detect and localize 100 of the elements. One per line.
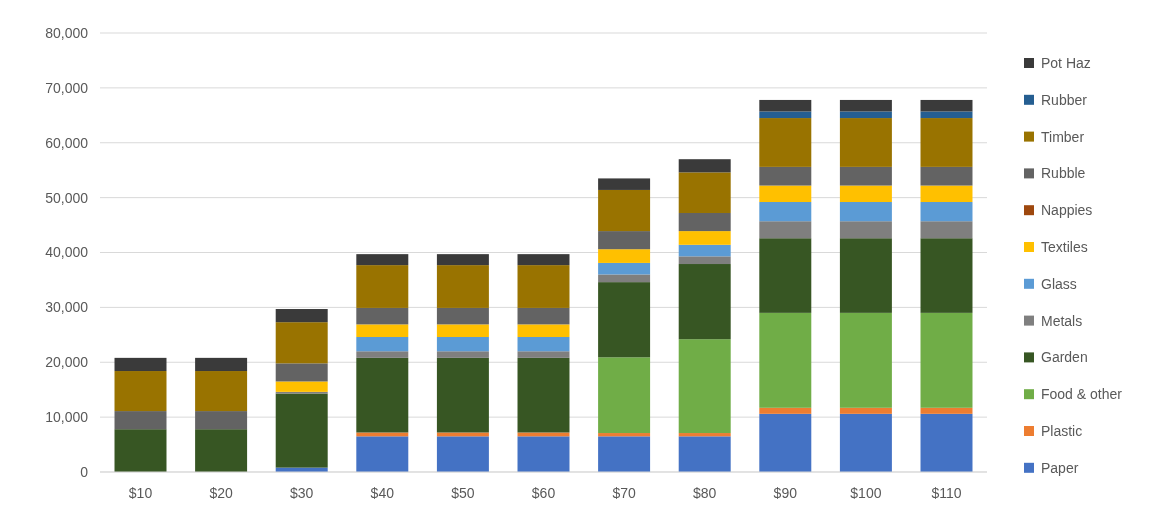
legend-label: Glass [1041, 275, 1077, 292]
y-tick-label: 70,000 [45, 79, 89, 96]
bar [114, 411, 167, 430]
bar [759, 238, 812, 313]
x-tick-label: $70 [612, 485, 636, 501]
bar [598, 189, 651, 232]
bar [356, 337, 409, 352]
bar [517, 265, 570, 308]
bar [517, 254, 570, 266]
bar [598, 282, 651, 358]
bar [920, 312, 973, 408]
bar [275, 309, 328, 323]
y-tick-label: 10,000 [45, 409, 89, 426]
bar [275, 393, 328, 468]
bar [114, 357, 167, 372]
legend-label: Rubber [1041, 91, 1088, 108]
x-tick-label: $60 [531, 485, 556, 501]
bar [839, 407, 892, 414]
bar [517, 432, 570, 437]
bar [195, 357, 248, 372]
bar [195, 429, 248, 472]
bar [759, 202, 812, 222]
bar [920, 202, 973, 222]
bar [920, 166, 973, 186]
bar [920, 99, 973, 112]
bar [759, 221, 812, 239]
legend-label: Timber [1041, 128, 1085, 145]
bar [839, 413, 892, 472]
x-tick-label: $30 [290, 485, 314, 501]
bar [114, 429, 167, 472]
legend-label: Garden [1041, 349, 1088, 366]
bar [598, 262, 651, 275]
bar [839, 238, 892, 313]
legend-label: Rubble [1041, 165, 1086, 182]
bar [759, 312, 812, 408]
bar [517, 436, 570, 472]
x-tick-label: $40 [370, 485, 395, 501]
bar [598, 249, 651, 263]
bar [839, 118, 892, 167]
bar [678, 159, 731, 173]
legend-label: Food & other [1041, 386, 1123, 403]
bar [920, 185, 973, 203]
bar [356, 432, 409, 437]
bar [598, 274, 651, 283]
bar [759, 118, 812, 167]
bar [678, 231, 731, 245]
x-tick-label: $10 [128, 485, 153, 501]
bar [436, 307, 489, 325]
bar [678, 212, 731, 232]
bar [920, 238, 973, 313]
bar [920, 221, 973, 239]
bar [356, 265, 409, 308]
bar [517, 324, 570, 338]
bar [839, 99, 892, 112]
bar [678, 339, 731, 434]
bar [114, 371, 167, 412]
bar [195, 371, 248, 412]
bar [436, 265, 489, 308]
y-tick-label: 0 [80, 463, 89, 480]
bar [517, 337, 570, 352]
bar [839, 221, 892, 239]
x-tick-label: $20 [209, 485, 233, 501]
bar [517, 307, 570, 325]
x-tick-label: $100 [850, 485, 882, 501]
bar [356, 436, 409, 472]
bar [839, 166, 892, 186]
bar [839, 185, 892, 203]
bar [598, 436, 651, 472]
bar [759, 407, 812, 414]
bar [920, 118, 973, 167]
bar [517, 351, 570, 358]
bar [839, 202, 892, 222]
bar [436, 357, 489, 433]
bar [920, 413, 973, 472]
bar [678, 264, 731, 340]
bar [839, 111, 892, 119]
y-tick-label: 80,000 [45, 24, 89, 41]
x-tick-label: $110 [931, 485, 962, 501]
y-tick-label: 50,000 [45, 189, 89, 206]
bar [678, 172, 731, 213]
legend-label: Paper [1041, 459, 1079, 476]
bar [678, 256, 731, 265]
bar [436, 351, 489, 358]
legend-label: Metals [1041, 312, 1083, 329]
bar [678, 436, 731, 472]
bar [598, 357, 651, 434]
bar [598, 231, 651, 250]
bar [356, 324, 409, 338]
bar [759, 111, 812, 119]
bar [436, 254, 489, 266]
y-tick-label: 40,000 [45, 244, 89, 261]
x-tick-label: $90 [773, 485, 798, 501]
bar [436, 324, 489, 338]
bar [356, 351, 409, 358]
bar [275, 363, 328, 382]
legend-label: Nappies [1041, 202, 1093, 219]
bar [839, 312, 892, 408]
bar [678, 244, 731, 257]
bar [436, 337, 489, 352]
bar [598, 433, 651, 437]
